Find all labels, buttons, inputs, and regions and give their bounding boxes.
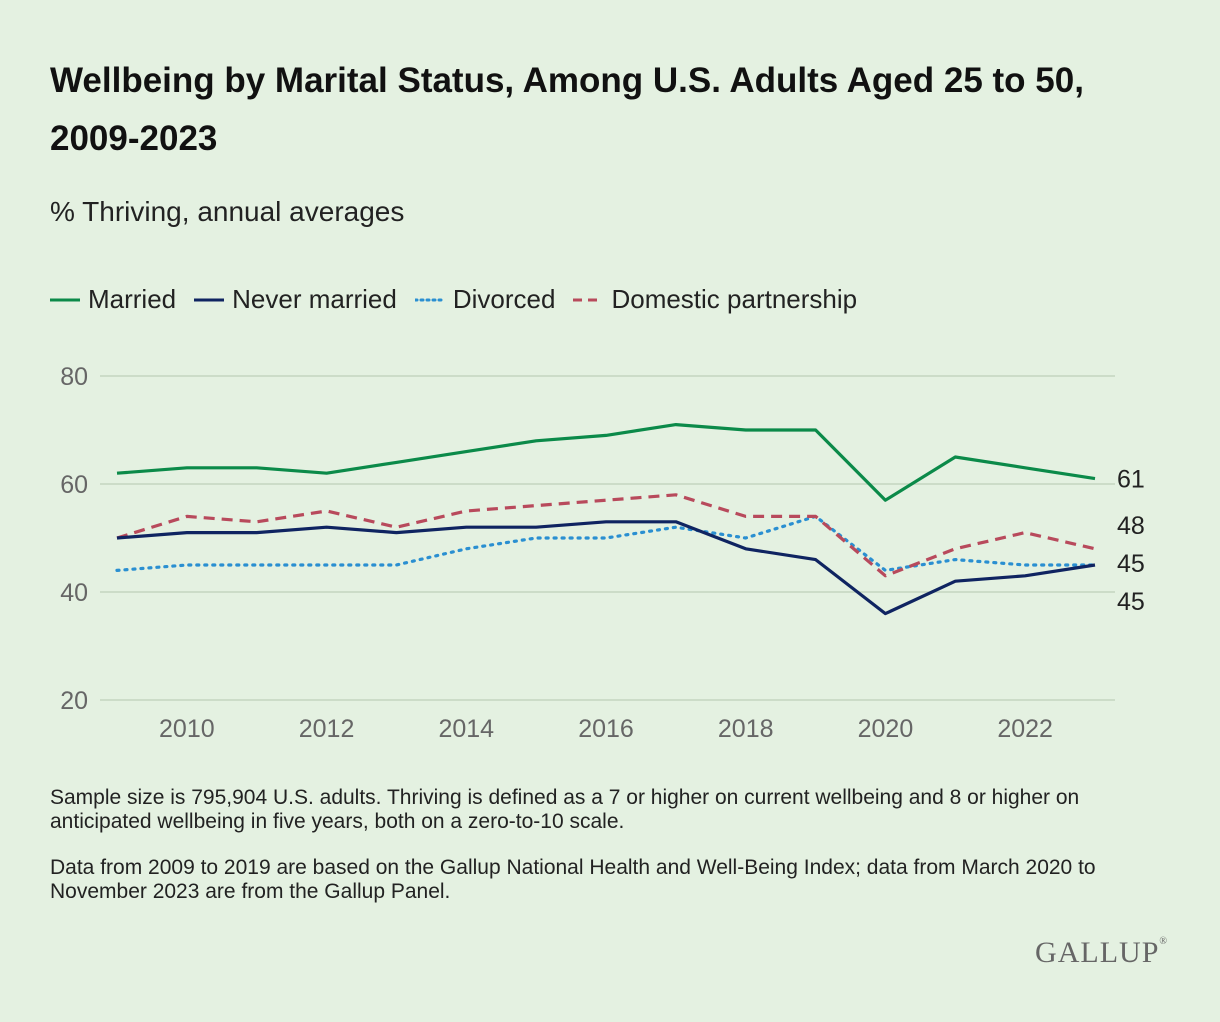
legend-swatch-divorced — [414, 298, 445, 301]
series-line-divorced — [115, 514, 1097, 573]
legend: Married Never married Divorced Domestic … — [50, 284, 875, 315]
legend-item-married: Married — [50, 284, 176, 315]
series-line-domestic-partnership — [116, 493, 1096, 578]
y-tick-label: 80 — [60, 363, 88, 391]
logo-text: GALLUP — [1035, 936, 1160, 969]
series-line-never-married — [116, 520, 1096, 616]
x-tick-label: 2014 — [438, 715, 494, 743]
legend-label-married: Married — [88, 284, 177, 314]
end-label-divorced: 45 — [1117, 550, 1145, 578]
legend-swatch-never-married — [194, 298, 225, 301]
end-label-domestic-partnership: 48 — [1117, 512, 1145, 540]
legend-item-never-married: Never married — [194, 284, 397, 315]
x-tick-label: 2010 — [159, 715, 215, 743]
chart-subtitle: % Thriving, annual averages — [50, 196, 405, 227]
chart-title: Wellbeing by Marital Status, Among U.S. … — [50, 61, 1084, 158]
legend-label-divorced: Divorced — [452, 284, 556, 314]
x-tick-label: 2016 — [578, 715, 634, 743]
legend-item-divorced: Divorced — [414, 284, 556, 315]
x-tick-label: 2012 — [299, 715, 355, 743]
x-tick-label: 2020 — [858, 715, 914, 743]
registered-mark: ® — [1159, 936, 1168, 947]
legend-swatch-domestic-partnership — [573, 298, 604, 301]
y-tick-label: 60 — [60, 471, 88, 499]
y-tick-label: 20 — [60, 687, 88, 715]
legend-label-never-married: Never married — [232, 284, 397, 314]
legend-item-domestic-partnership: Domestic partnership — [573, 284, 857, 315]
x-tick-label: 2022 — [997, 715, 1053, 743]
end-label-never-married: 45 — [1117, 588, 1145, 616]
end-label-married: 61 — [1117, 466, 1145, 494]
legend-swatch-married — [50, 298, 80, 301]
note-sample-size: Sample size is 795,904 U.S. adults. Thri… — [50, 786, 1080, 833]
series-line-married — [116, 423, 1096, 502]
x-tick-label: 2018 — [718, 715, 774, 743]
y-tick-label: 40 — [60, 579, 88, 607]
note-data-source: Data from 2009 to 2019 are based on the … — [50, 856, 1096, 903]
legend-label-domestic-partnership: Domestic partnership — [611, 284, 858, 314]
gallup-logo: GALLUP® — [1035, 936, 1168, 970]
